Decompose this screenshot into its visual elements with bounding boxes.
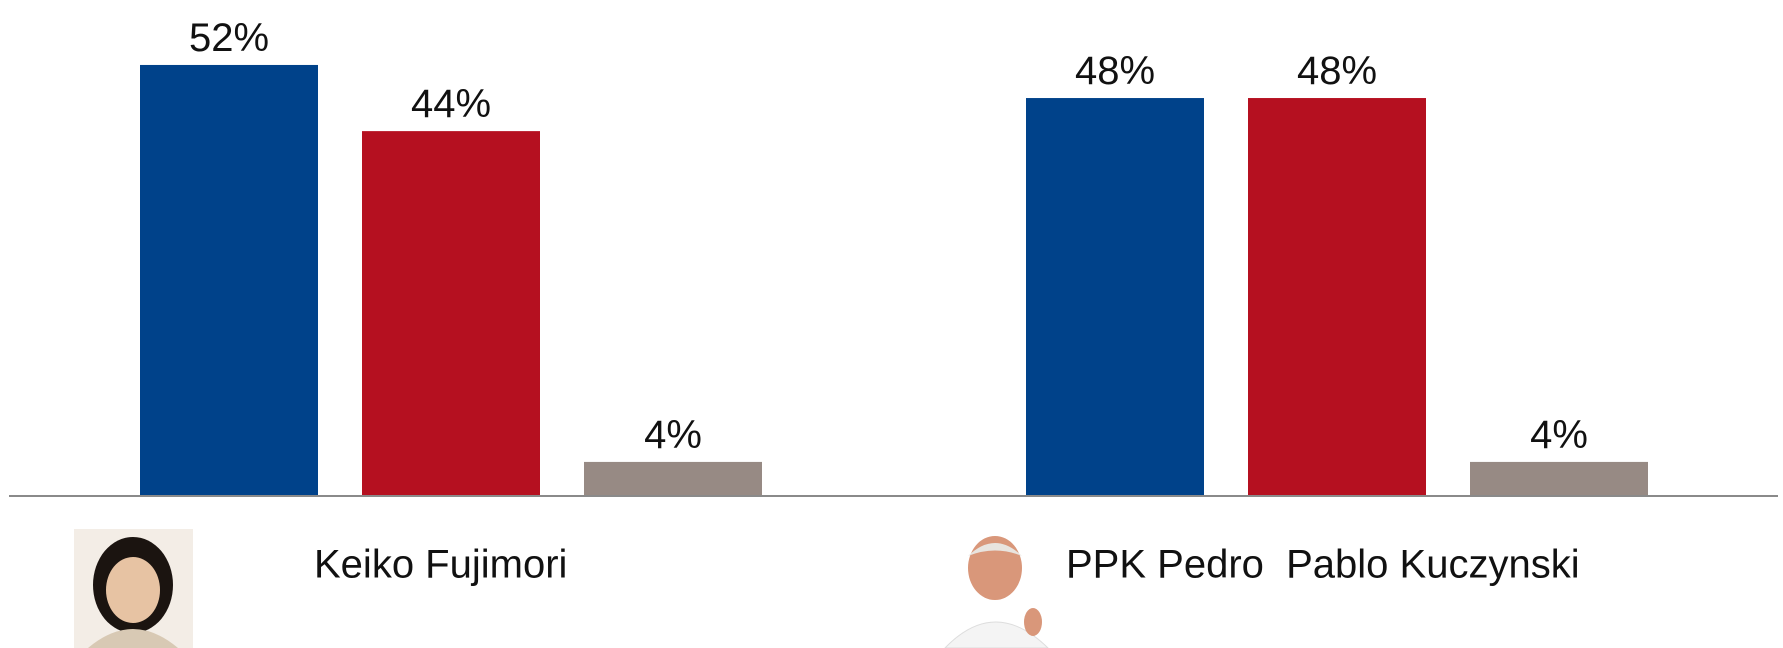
bar xyxy=(362,131,540,495)
value-label: 48% xyxy=(1297,49,1377,93)
value-label: 4% xyxy=(1530,413,1588,457)
value-label: 48% xyxy=(1075,49,1155,93)
value-label: 52% xyxy=(189,16,269,60)
bar xyxy=(1026,98,1204,495)
value-label: 44% xyxy=(411,82,491,126)
bar xyxy=(584,461,762,495)
category-label: PPK Pedro Pablo Kuczynski xyxy=(1066,543,1580,587)
candidate-photo xyxy=(74,529,193,648)
bar xyxy=(1470,461,1648,495)
candidate-photo xyxy=(939,529,1052,648)
bar xyxy=(1248,98,1426,495)
category-label: Keiko Fujimori xyxy=(314,543,567,587)
value-label: 4% xyxy=(644,413,702,457)
bar xyxy=(140,64,318,496)
